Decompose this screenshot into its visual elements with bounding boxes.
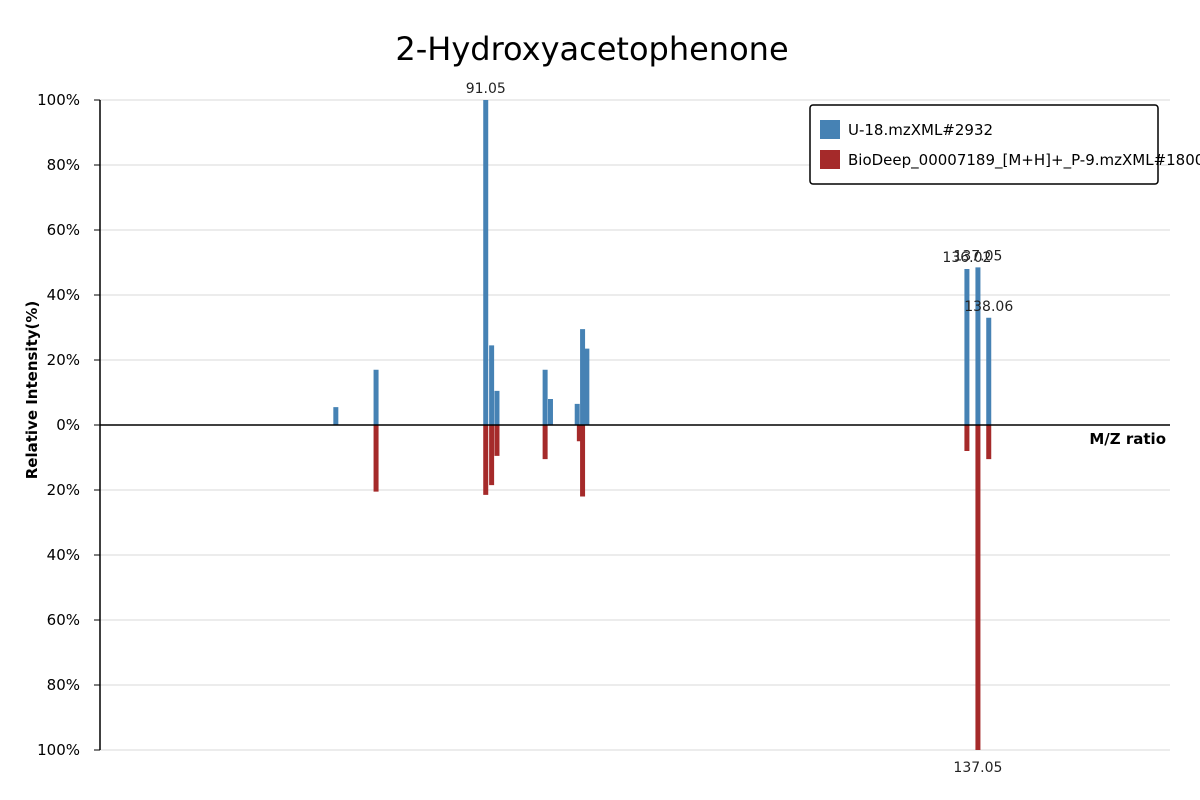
query-peak-bar bbox=[542, 369, 548, 425]
y-tick-label: 100% bbox=[37, 741, 80, 759]
y-tick-label: 40% bbox=[47, 546, 80, 564]
query-peak-bar bbox=[964, 269, 970, 425]
peak-label: 136.02 bbox=[942, 250, 991, 266]
y-tick-label: 80% bbox=[47, 156, 80, 174]
query-peak-bar bbox=[494, 390, 500, 425]
y-tick-label: 60% bbox=[47, 221, 80, 239]
y-tick-label: 20% bbox=[47, 351, 80, 369]
y-tick-label: 100% bbox=[37, 91, 80, 109]
y-tick-label: 40% bbox=[47, 286, 80, 304]
query-peak-bar bbox=[483, 100, 489, 425]
peak-label: 91.05 bbox=[466, 81, 506, 97]
query-peak-bar bbox=[584, 348, 590, 425]
reference-peak-bar bbox=[576, 425, 582, 442]
legend-entry-series-2: BioDeep_00007189_[M+H]+_P-9.mzXML#1800 bbox=[848, 151, 1200, 170]
peak-label: 137.05 bbox=[953, 760, 1002, 776]
y-tick-label: 60% bbox=[47, 611, 80, 629]
query-peak-bar bbox=[975, 267, 981, 425]
peak-label: 137.05 bbox=[953, 248, 1002, 264]
y-tick-label: 0% bbox=[56, 416, 80, 434]
reference-peak-bar bbox=[964, 425, 970, 451]
legend-swatch-series-2 bbox=[820, 150, 840, 169]
reference-peak-bar bbox=[489, 425, 495, 486]
x-axis-label: M/Z ratio bbox=[1089, 430, 1166, 448]
peak-label: 138.06 bbox=[964, 299, 1013, 315]
legend-swatch-series-1 bbox=[820, 120, 840, 139]
reference-peak-bar bbox=[542, 425, 548, 460]
y-tick-label: 80% bbox=[47, 676, 80, 694]
y-tick-label: 20% bbox=[47, 481, 80, 499]
query-peak-bar bbox=[489, 345, 495, 425]
legend-box bbox=[809, 104, 1159, 185]
chart-title: 2-Hydroxyacetophenone bbox=[395, 30, 788, 68]
y-tick-labels: 100% 80% 60% 40% 20% 0% 20% 40% 60% 80% 100% bbox=[37, 91, 100, 759]
query-peak-bar bbox=[986, 317, 992, 425]
reference-peak-bar bbox=[483, 425, 489, 495]
reference-peak-bar bbox=[494, 425, 500, 456]
legend-entry-series-1: U-18.mzXML#2932 bbox=[848, 121, 993, 139]
query-peak-bar bbox=[547, 399, 553, 425]
reference-peak-bar bbox=[975, 425, 981, 750]
query-peak-bar bbox=[580, 329, 586, 425]
reference-peak-bar bbox=[580, 425, 586, 497]
legend: U-18.mzXML#2932 BioDeep_00007189_[M+H]+_… bbox=[809, 104, 1200, 185]
peak-bars bbox=[333, 100, 992, 750]
query-peak-bar bbox=[574, 403, 580, 425]
query-peak-bar bbox=[373, 369, 379, 425]
reference-peak-bar bbox=[373, 425, 379, 492]
grid-lines bbox=[100, 99, 1170, 751]
query-peak-bar bbox=[333, 407, 339, 425]
y-axis-label: Relative Intensity(%) bbox=[23, 301, 41, 480]
reference-peak-bar bbox=[986, 425, 992, 460]
